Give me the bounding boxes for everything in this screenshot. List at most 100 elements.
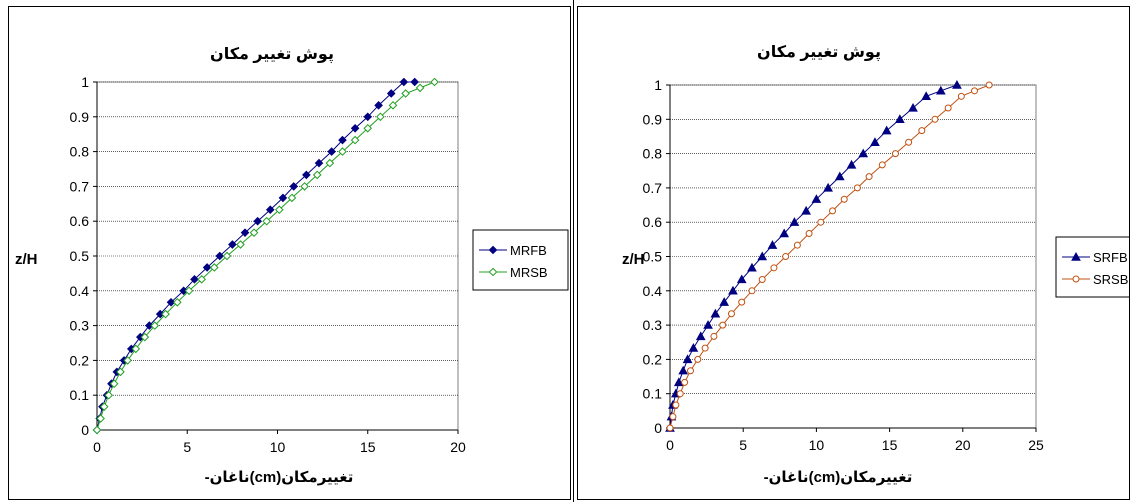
data-point: [109, 379, 119, 389]
panel-divider: [573, 0, 574, 502]
data-point: [161, 309, 170, 319]
data-point: [399, 77, 409, 87]
legend-label: MRFB: [510, 243, 547, 258]
data-point: [388, 101, 398, 110]
data-point: [801, 205, 812, 215]
y-tick-label: 0.7: [70, 178, 90, 194]
x-tick-label: 5: [739, 437, 747, 453]
data-point: [672, 401, 680, 409]
data-point: [853, 184, 861, 192]
data-point: [222, 251, 232, 261]
data-point: [325, 158, 335, 168]
y-tick-label: 1: [654, 77, 662, 93]
data-point: [166, 297, 176, 307]
data-point: [865, 173, 873, 181]
data-point: [666, 424, 674, 432]
legend: SRFB SRSB: [1055, 236, 1132, 298]
data-point: [274, 205, 284, 215]
y-tick-label: 0.9: [643, 111, 663, 127]
x-tick-label: 20: [450, 439, 466, 455]
data-point: [694, 355, 702, 363]
data-point: [376, 112, 385, 122]
data-point: [703, 320, 713, 329]
legend-marker: [488, 267, 498, 277]
data-point: [840, 195, 848, 203]
data-point: [758, 275, 766, 283]
data-point: [985, 81, 993, 89]
data-point: [140, 332, 150, 342]
data-point: [92, 425, 102, 435]
data-point: [150, 321, 160, 330]
chart-right: پوش تغییر مکان z/H تغییرمکان(cm)ناغان- 0…: [622, 44, 1132, 486]
chart-left: پوش تغییر مکان z/H تغییرمکان(cm)ناغان- 0…: [15, 46, 569, 486]
data-point: [302, 170, 311, 180]
chart-title: پوش تغییر مکان: [757, 44, 881, 62]
data-point: [878, 161, 886, 169]
data-point: [908, 102, 918, 112]
y-tick-label: 0.9: [70, 109, 90, 125]
y-tick-label: 0.4: [643, 283, 663, 299]
data-point: [834, 171, 845, 181]
y-tick-label: 0.7: [643, 180, 663, 196]
data-point: [921, 91, 932, 101]
y-tick-label: 0.1: [70, 387, 90, 403]
data-point: [891, 150, 899, 158]
x-tick-label: 10: [270, 439, 286, 455]
y-tick-label: 0.1: [643, 386, 663, 402]
data-point: [312, 170, 322, 180]
data-point: [338, 135, 347, 145]
data-point: [116, 367, 125, 377]
data-point: [278, 193, 288, 203]
data-point: [823, 182, 833, 192]
data-point: [678, 365, 689, 375]
data-point: [96, 414, 105, 423]
data-point: [415, 83, 425, 93]
x-tick-label: 10: [809, 437, 825, 453]
data-point: [197, 275, 206, 284]
data-point: [881, 125, 892, 135]
y-tick-label: 0.4: [70, 283, 90, 299]
legend: MRFB MRSB: [472, 229, 569, 291]
legend-marker: [1072, 275, 1080, 283]
data-point: [727, 310, 735, 318]
legend-label: SRSB: [1093, 272, 1128, 287]
y-tick-label: 0.3: [643, 317, 663, 333]
data-point: [327, 147, 336, 156]
data-point: [386, 89, 396, 98]
y-tick-label: 0.6: [70, 213, 90, 229]
data-point: [374, 101, 383, 110]
data-point: [253, 216, 262, 226]
data-point: [719, 297, 730, 306]
data-point: [858, 148, 869, 158]
data-point: [673, 377, 684, 387]
data-point: [131, 344, 141, 354]
y-axis-label: z/H: [622, 251, 645, 268]
legend-box: [1055, 236, 1132, 298]
data-point: [905, 138, 913, 146]
series-points-mrsb: [92, 77, 439, 435]
y-tick-label: 1: [81, 74, 89, 90]
data-point: [748, 287, 756, 295]
data-point: [770, 264, 778, 272]
y-tick-label: 0.6: [643, 214, 663, 230]
y-tick-label: 0.3: [70, 318, 90, 334]
data-point: [240, 228, 250, 237]
x-axis-label: تغییرمکان(cm)ناغان-: [205, 469, 354, 486]
data-point: [710, 308, 721, 318]
data-point: [870, 137, 880, 146]
y-tick-label: 0.8: [643, 146, 663, 162]
data-point: [829, 207, 837, 215]
data-point: [738, 298, 746, 306]
data-point: [805, 230, 813, 238]
data-point: [971, 87, 979, 95]
y-tick-label: 0.5: [643, 249, 663, 265]
data-point: [350, 135, 360, 145]
legend-marker: [1071, 251, 1081, 261]
y-tick-label: 0: [654, 420, 662, 436]
y-tick-label: 0.8: [70, 144, 90, 160]
x-axis-label: تغییرمکان(cm)ناغان-: [764, 469, 913, 486]
y-tick-label: 0.5: [70, 248, 90, 264]
data-point: [314, 158, 324, 168]
data-point: [350, 123, 360, 133]
data-point: [789, 217, 800, 226]
